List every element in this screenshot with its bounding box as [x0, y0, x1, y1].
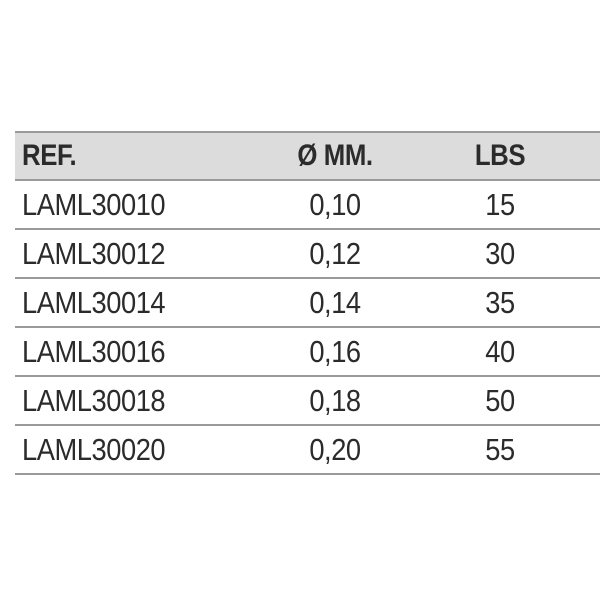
cell-diameter: 0,18	[309, 382, 361, 418]
cell-diameter: 0,12	[309, 235, 361, 271]
cell-lbs: 15	[485, 186, 515, 222]
cell-lbs: 40	[485, 333, 515, 369]
header-diameter: Ø MM.	[297, 139, 373, 172]
cell-ref: LAML30014	[22, 284, 166, 320]
cell-ref: LAML30020	[22, 431, 166, 467]
table-header-row: REF. Ø MM. LBS	[15, 133, 600, 181]
cell-ref: LAML30010	[22, 186, 166, 222]
cell-ref: LAML30016	[22, 333, 166, 369]
header-lbs: LBS	[474, 139, 526, 172]
table-row: LAML30020 0,20 55	[15, 426, 600, 475]
header-ref: REF.	[22, 139, 77, 172]
table-row: LAML30010 0,10 15	[15, 181, 600, 230]
cell-diameter: 0,14	[309, 284, 361, 320]
cell-lbs: 50	[485, 382, 515, 418]
cell-ref: LAML30018	[22, 382, 166, 418]
spec-table: REF. Ø MM. LBS LAML30010 0,10 15 LAML300…	[15, 131, 600, 475]
cell-diameter: 0,16	[309, 333, 361, 369]
table-row: LAML30012 0,12 30	[15, 230, 600, 279]
cell-lbs: 35	[485, 284, 515, 320]
table-row: LAML30014 0,14 35	[15, 279, 600, 328]
cell-lbs: 55	[485, 431, 515, 467]
table-row: LAML30018 0,18 50	[15, 377, 600, 426]
cell-ref: LAML30012	[22, 235, 166, 271]
cell-diameter: 0,10	[309, 186, 361, 222]
cell-lbs: 30	[485, 235, 515, 271]
table-row: LAML30016 0,16 40	[15, 328, 600, 377]
cell-diameter: 0,20	[309, 431, 361, 467]
